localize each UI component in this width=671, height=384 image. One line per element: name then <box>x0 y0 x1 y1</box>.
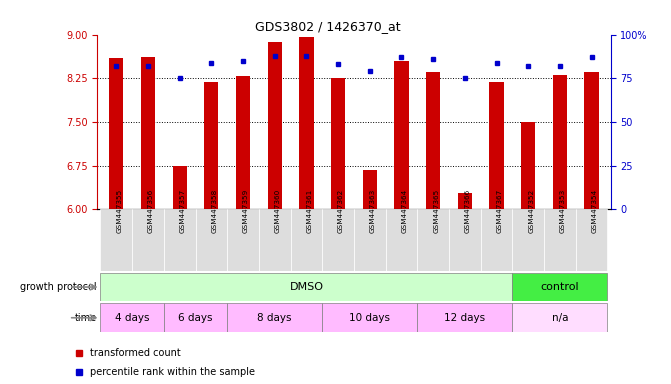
Text: DMSO: DMSO <box>289 282 323 292</box>
Bar <box>553 75 567 209</box>
Bar <box>489 82 504 209</box>
Text: GSM447352: GSM447352 <box>528 189 534 233</box>
Text: 10 days: 10 days <box>350 313 391 323</box>
Bar <box>227 303 322 332</box>
Text: GSM447355: GSM447355 <box>116 189 122 233</box>
Bar <box>101 303 164 332</box>
Text: GSM447365: GSM447365 <box>433 189 439 233</box>
Bar <box>204 82 219 209</box>
Text: GSM447364: GSM447364 <box>401 189 407 233</box>
Bar <box>268 42 282 209</box>
Text: GSM447367: GSM447367 <box>497 189 503 233</box>
Bar <box>521 122 535 209</box>
Text: GSM447354: GSM447354 <box>592 189 598 233</box>
Bar <box>513 273 607 301</box>
Bar <box>101 273 513 301</box>
Bar <box>322 209 354 271</box>
Text: control: control <box>541 282 579 292</box>
Bar <box>259 209 291 271</box>
Bar <box>417 209 449 271</box>
Text: 8 days: 8 days <box>258 313 292 323</box>
Text: 4 days: 4 days <box>115 313 150 323</box>
Text: 6 days: 6 days <box>178 313 213 323</box>
Bar <box>458 193 472 209</box>
Bar <box>426 73 440 209</box>
Title: GDS3802 / 1426370_at: GDS3802 / 1426370_at <box>256 20 401 33</box>
Bar <box>513 209 544 271</box>
Bar <box>164 209 195 271</box>
Bar <box>449 209 480 271</box>
Bar <box>576 209 607 271</box>
Bar <box>109 58 123 209</box>
Text: n/a: n/a <box>552 313 568 323</box>
Bar <box>362 170 377 209</box>
Text: percentile rank within the sample: percentile rank within the sample <box>90 367 255 377</box>
Bar <box>227 209 259 271</box>
Bar <box>354 209 386 271</box>
Bar <box>299 38 313 209</box>
Text: GSM447363: GSM447363 <box>370 189 376 233</box>
Text: GSM447362: GSM447362 <box>338 189 344 233</box>
Text: GSM447356: GSM447356 <box>148 189 154 233</box>
Text: time: time <box>74 313 97 323</box>
Bar <box>141 57 155 209</box>
Text: GSM447359: GSM447359 <box>243 189 249 233</box>
Text: GSM447357: GSM447357 <box>180 189 186 233</box>
Bar <box>195 209 227 271</box>
Bar <box>331 78 346 209</box>
Bar <box>544 209 576 271</box>
Text: GSM447358: GSM447358 <box>211 189 217 233</box>
Bar <box>395 61 409 209</box>
Bar <box>584 73 599 209</box>
Text: 12 days: 12 days <box>444 313 485 323</box>
Bar <box>322 303 417 332</box>
Text: GSM447361: GSM447361 <box>307 189 313 233</box>
Bar <box>291 209 322 271</box>
Bar <box>172 166 187 209</box>
Text: growth protocol: growth protocol <box>20 282 97 292</box>
Text: GSM447366: GSM447366 <box>465 189 471 233</box>
Text: GSM447360: GSM447360 <box>274 189 280 233</box>
Text: transformed count: transformed count <box>90 348 180 358</box>
Bar <box>417 303 513 332</box>
Bar <box>164 303 227 332</box>
Bar <box>513 303 607 332</box>
Bar <box>386 209 417 271</box>
Bar <box>480 209 513 271</box>
Bar <box>101 209 132 271</box>
Bar <box>236 76 250 209</box>
Text: GSM447353: GSM447353 <box>560 189 566 233</box>
Bar <box>132 209 164 271</box>
